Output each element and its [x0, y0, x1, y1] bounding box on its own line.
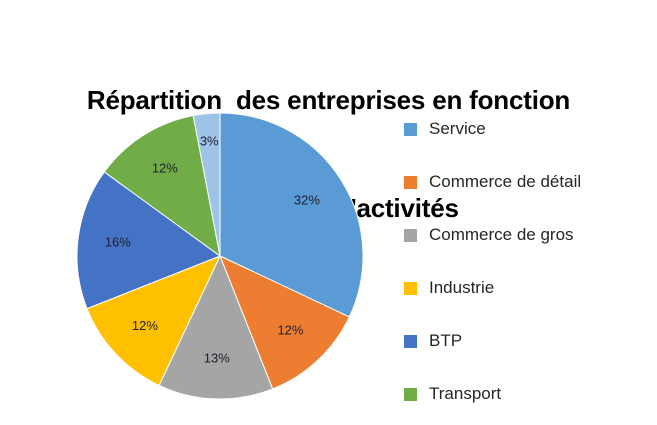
pie-slice[interactable]: [103, 115, 221, 257]
pie-slice[interactable]: [86, 255, 221, 386]
pie-slice-label: 12%: [132, 318, 158, 333]
legend-item[interactable]: Industrie: [404, 277, 494, 299]
legend-item-label: Commerce de détail: [429, 172, 582, 191]
legend-item[interactable]: Service: [404, 118, 486, 140]
pie-slice-label: 3%: [200, 134, 219, 149]
pie-slice[interactable]: [219, 255, 350, 390]
legend-item-label: BTP: [429, 331, 463, 350]
pie-slice-label: 12%: [277, 322, 303, 337]
legend-item-label: Service: [429, 119, 486, 138]
legend-color-swatch: [404, 228, 417, 242]
pie-slice[interactable]: [192, 112, 221, 257]
legend-color-swatch: [404, 334, 417, 348]
chart-legend: Service Commerce de détail Commerce de gro…: [404, 118, 654, 408]
legend-color-swatch: [404, 122, 417, 136]
legend-color-swatch: [404, 281, 417, 295]
pie-slice-label: 32%: [294, 192, 320, 207]
legend-item-label: Transport: [429, 384, 502, 403]
pie-slice[interactable]: [158, 255, 274, 400]
pie-slice-label: 16%: [105, 235, 131, 250]
plot-area: 32% 12% 13% 12% 16% 12% 3%: [60, 105, 390, 415]
pie-slice[interactable]: [219, 112, 364, 318]
legend-item-label: Industrie: [429, 278, 495, 297]
legend-item[interactable]: Commerce de gros: [404, 224, 574, 246]
pie-slice[interactable]: [76, 171, 221, 310]
legend-item-label: Commerce de gros: [429, 225, 574, 244]
pie-slice-label: 13%: [204, 350, 230, 365]
pie-slice-label: 12%: [152, 161, 178, 176]
chart-title-line-1: Répartition des entreprises en fonction: [86, 85, 571, 115]
legend-item[interactable]: Transport: [404, 383, 501, 405]
legend-item[interactable]: BTP: [404, 330, 462, 352]
legend-item[interactable]: Commerce de détail: [404, 171, 581, 193]
legend-color-swatch: [404, 175, 417, 189]
pie-svg: 32% 12% 13% 12% 16% 12% 3%: [76, 112, 364, 400]
legend-color-swatch: [404, 387, 417, 401]
